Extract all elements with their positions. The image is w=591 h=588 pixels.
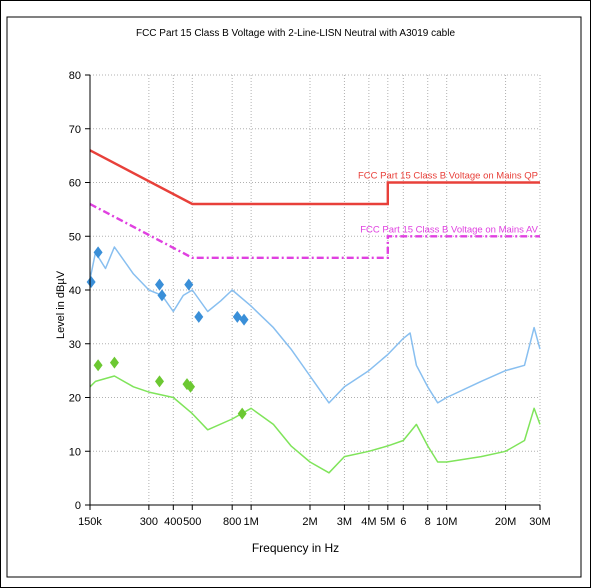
y-tick-label: 40 [69,285,81,297]
trace-line [89,375,541,474]
x-tick-label: 500 [183,516,201,528]
limit-line-qp [89,149,540,206]
peak-marker [184,278,194,291]
peak-marker [93,359,103,372]
x-axis-label: Frequency in Hz [251,541,340,555]
measurement-traces [89,246,541,474]
peak-marker [186,380,196,393]
limit-line-label: FCC Part 15 Class B Voltage on Mains AV [360,224,538,235]
y-tick-label: 80 [69,70,81,82]
x-tick-label: 800 [223,516,241,528]
x-tick-label: 300 [140,516,158,528]
y-tick-label: 10 [69,446,81,458]
limit-lines: FCC Part 15 Class B Voltage on Mains QP F… [89,149,540,259]
x-tick-label: 4M [361,516,376,528]
y-tick-label: 20 [69,393,81,405]
y-tick-label: 30 [69,339,81,351]
peak-marker [93,246,103,259]
peak-marker [155,278,165,291]
peak-marker [237,407,247,420]
axes: 150k 300 400 500 800 1M 2M 3M 4M 5M 6 8 10M 20M 30M 0 10… [69,70,551,528]
x-tick-label: 3M [337,516,352,528]
x-tick-label: 5M [380,516,395,528]
peak-marker [232,310,242,323]
y-tick-label: 50 [69,231,81,243]
limit-line-label: FCC Part 15 Class B Voltage on Mains QP [358,171,538,182]
x-tick-label: 30M [529,516,550,528]
peak-marker [109,356,119,369]
x-tick-label: 2M [302,516,317,528]
peak-marker [239,313,249,326]
x-tick-label: 1M [243,516,258,528]
x-tick-label: 8 [425,516,431,528]
peak-marker [155,375,165,388]
chart-inner-frame [6,16,582,578]
x-tick-label: 20M [495,516,516,528]
x-tick-label: 400 [164,516,182,528]
chart-title: FCC Part 15 Class B Voltage with 2-Line-… [135,28,456,39]
limit-line-av [89,202,540,259]
trace-line [89,246,541,404]
y-tick-label: 0 [75,500,81,512]
y-tick-label: 70 [69,124,81,136]
x-tick-label: 10M [436,516,457,528]
grid [89,74,541,506]
y-tick-label: 60 [69,178,81,190]
x-tick-label: 6 [400,516,406,528]
x-tick-label: 150k [78,516,102,528]
peak-marker [86,275,96,288]
peak-markers [86,246,249,420]
peak-marker [157,289,167,302]
peak-marker [194,310,204,323]
